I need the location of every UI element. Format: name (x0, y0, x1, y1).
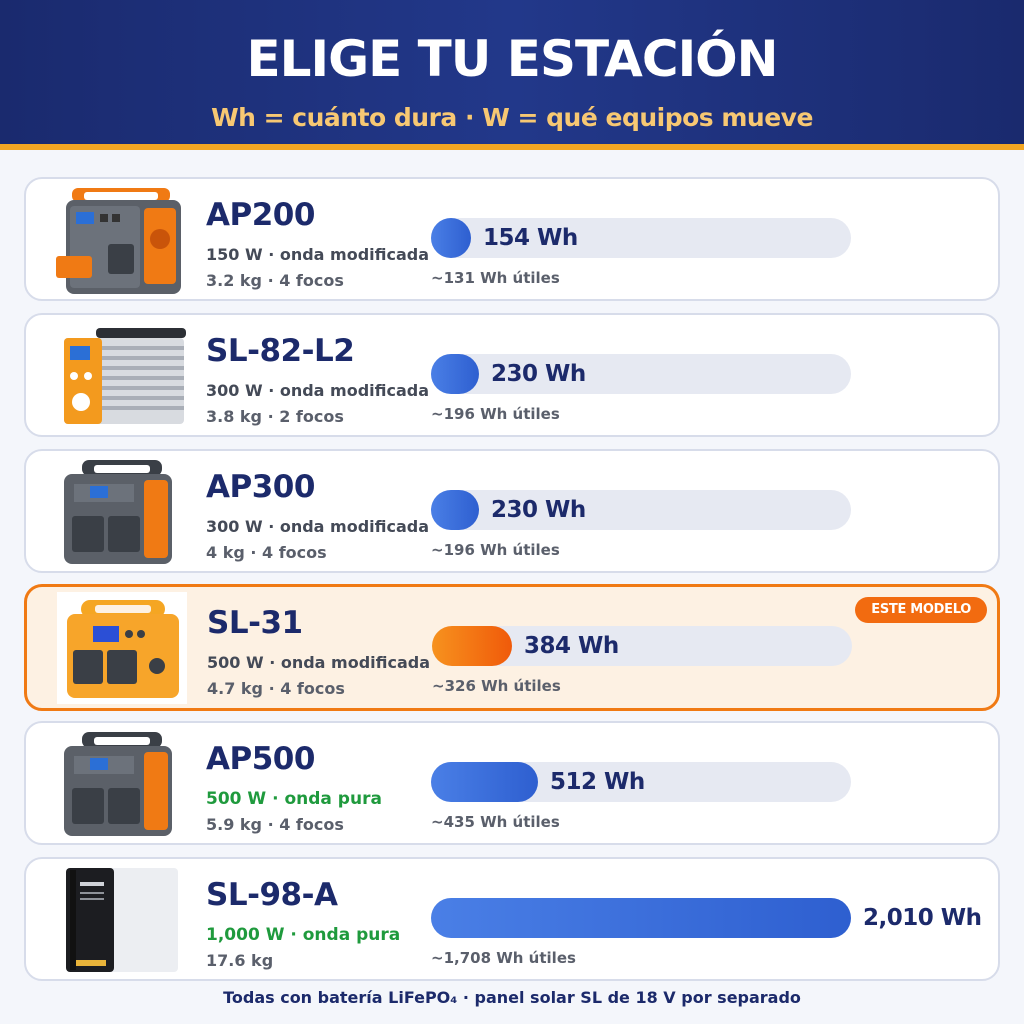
capacity-label: 230 Wh (491, 361, 586, 387)
weight-spec: 3.2 kg · 4 focos (206, 271, 344, 290)
capacity-bar-track (431, 762, 851, 802)
capacity-label: 384 Wh (524, 633, 619, 659)
weight-spec: 4 kg · 4 focos (206, 543, 327, 562)
station-name: SL-98-A (206, 877, 338, 913)
capacity-bar-track (431, 490, 851, 530)
capacity-bar-track (431, 898, 851, 938)
useful-capacity: ~131 Wh útiles (431, 269, 560, 287)
power-spec: 150 W · onda modificada (206, 245, 430, 264)
capacity-bar-fill (431, 218, 471, 258)
capacity-bar-fill (431, 898, 851, 938)
capacity-bar-fill (431, 490, 479, 530)
capacity-bar-fill (431, 762, 538, 802)
capacity-bar-track (431, 218, 851, 258)
gray-orange-power-station-icon (64, 732, 172, 836)
page-subtitle: Wh = cuánto dura · W = qué equipos mueve (211, 103, 813, 132)
station-card-ap200[interactable]: AP200 150 W · onda modificada 3.2 kg · 4… (24, 177, 1000, 301)
capacity-bar-track (431, 354, 851, 394)
weight-spec: 5.9 kg · 4 focos (206, 815, 344, 834)
station-name: SL-82-L2 (206, 333, 355, 369)
station-card-sl-98-a[interactable]: SL-98-A 1,000 W · onda pura 17.6 kg 2,01… (24, 857, 1000, 981)
useful-capacity: ~1,708 Wh útiles (431, 949, 576, 967)
station-name: SL-31 (207, 605, 303, 641)
station-card-sl-31[interactable]: SL-31 500 W · onda modificada 4.7 kg · 4… (24, 584, 1000, 711)
weight-spec: 4.7 kg · 4 focos (207, 679, 345, 698)
useful-capacity: ~326 Wh útiles (432, 677, 561, 695)
silver-finned-power-station-icon (64, 328, 186, 424)
station-name: AP300 (206, 469, 315, 505)
weight-spec: 3.8 kg · 2 focos (206, 407, 344, 426)
footer-note: Todas con batería LiFePO₄ · panel solar … (223, 988, 801, 1007)
power-spec: 300 W · onda modificada (206, 517, 430, 536)
useful-capacity: ~196 Wh útiles (431, 541, 560, 559)
station-card-sl-82-l2[interactable]: SL-82-L2 300 W · onda modificada 3.8 kg … (24, 313, 1000, 437)
capacity-bar-fill (431, 354, 479, 394)
power-spec: 500 W · onda pura (206, 789, 382, 809)
capacity-bar-track (432, 626, 852, 666)
white-tower-power-station-icon (66, 868, 178, 972)
useful-capacity: ~196 Wh útiles (431, 405, 560, 423)
capacity-bar-fill (432, 626, 512, 666)
weight-spec: 17.6 kg (206, 951, 274, 970)
capacity-label: 2,010 Wh (863, 905, 982, 931)
current-model-badge: ESTE MODELO (855, 597, 987, 623)
yellow-power-station-icon (57, 592, 187, 704)
orange-gray-power-station-with-battery-icon (56, 188, 181, 294)
capacity-label: 512 Wh (550, 769, 645, 795)
power-spec: 300 W · onda modificada (206, 381, 430, 400)
station-name: AP500 (206, 741, 315, 777)
power-spec: 1,000 W · onda pura (206, 925, 401, 945)
station-name: AP200 (206, 197, 315, 233)
header-banner: ELIGE TU ESTACIÓN Wh = cuánto dura · W =… (0, 0, 1024, 150)
power-spec: 500 W · onda modificada (207, 653, 431, 672)
gray-orange-power-station-icon (64, 460, 172, 564)
page-title: ELIGE TU ESTACIÓN (246, 30, 778, 88)
capacity-label: 230 Wh (491, 497, 586, 523)
capacity-label: 154 Wh (483, 225, 578, 251)
station-card-ap300[interactable]: AP300 300 W · onda modificada 4 kg · 4 f… (24, 449, 1000, 573)
station-card-ap500[interactable]: AP500 500 W · onda pura 5.9 kg · 4 focos… (24, 721, 1000, 845)
useful-capacity: ~435 Wh útiles (431, 813, 560, 831)
